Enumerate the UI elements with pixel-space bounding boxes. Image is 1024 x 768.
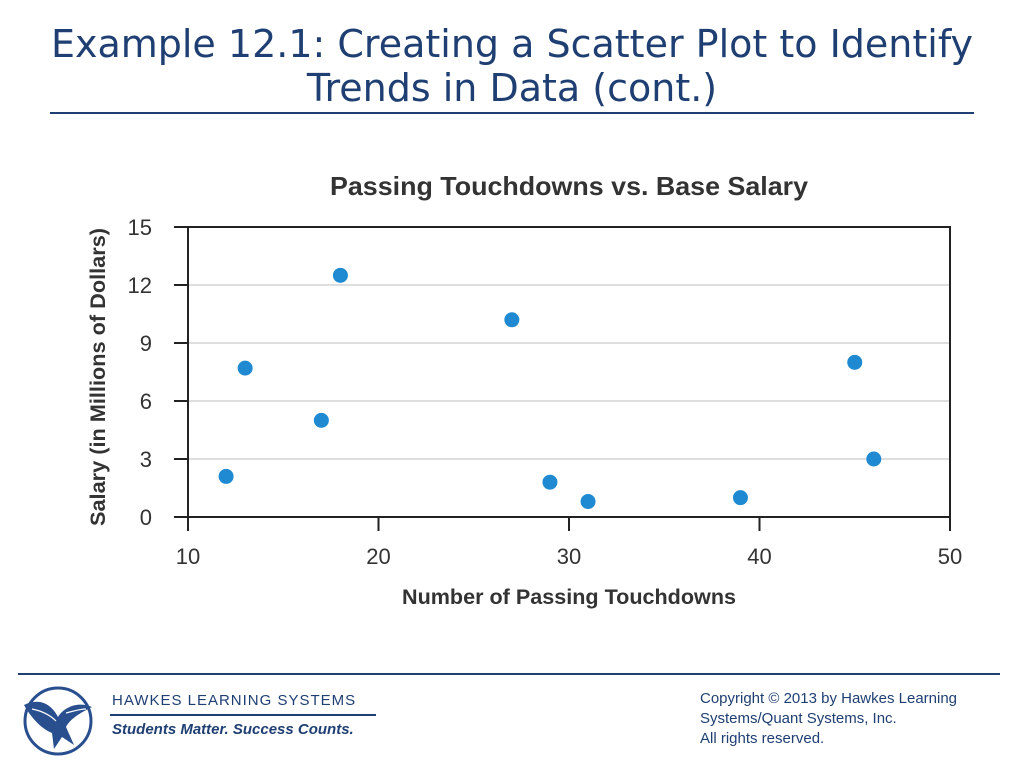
data-point (332, 267, 348, 283)
x-tick-label: 10 (176, 544, 200, 569)
brand-name: HAWKES LEARNING SYSTEMS (112, 692, 357, 709)
eagle-logo-icon (18, 683, 98, 759)
data-point (732, 490, 748, 506)
plot-frame (187, 226, 951, 518)
copyright-notice: Copyright © 2013 by Hawkes Learning Syst… (700, 689, 1010, 749)
y-tick-label: 3 (140, 447, 152, 472)
slide-title: Example 12.1: Creating a Scatter Plot to… (50, 22, 974, 110)
data-point (313, 412, 329, 428)
footer-divider (18, 673, 1000, 675)
data-point (580, 494, 596, 510)
y-tick-label: 15 (128, 215, 152, 240)
x-tick-label: 20 (366, 544, 390, 569)
x-tick-label: 50 (938, 544, 962, 569)
copyright-line: Systems/Quant Systems, Inc. (700, 710, 897, 727)
brand-tagline: Students Matter. Success Counts. (112, 721, 354, 738)
data-point (237, 360, 253, 376)
y-tick-label: 9 (140, 331, 152, 356)
brand-underline (110, 714, 376, 716)
chart-title: Passing Touchdowns vs. Base Salary (330, 171, 809, 201)
data-point (504, 312, 520, 328)
copyright-line: All rights reserved. (700, 730, 825, 747)
title-divider (50, 112, 974, 114)
x-axis-label: Number of Passing Touchdowns (402, 586, 736, 609)
data-point (218, 468, 234, 484)
data-point (847, 354, 863, 370)
y-tick-label: 0 (140, 505, 152, 530)
data-point (542, 474, 558, 490)
data-point (866, 451, 882, 467)
y-tick-label: 12 (128, 273, 152, 298)
scatter-chart: Passing Touchdowns vs. Base Salary 0 3 6 9 12… (87, 171, 962, 609)
y-axis-label: Salary (in Millions of Dollars) (87, 228, 110, 526)
x-tick-label: 30 (557, 544, 581, 569)
y-tick-label: 6 (140, 389, 152, 414)
copyright-line: Copyright © 2013 by Hawkes Learning (700, 690, 958, 707)
x-tick-label: 40 (747, 544, 771, 569)
